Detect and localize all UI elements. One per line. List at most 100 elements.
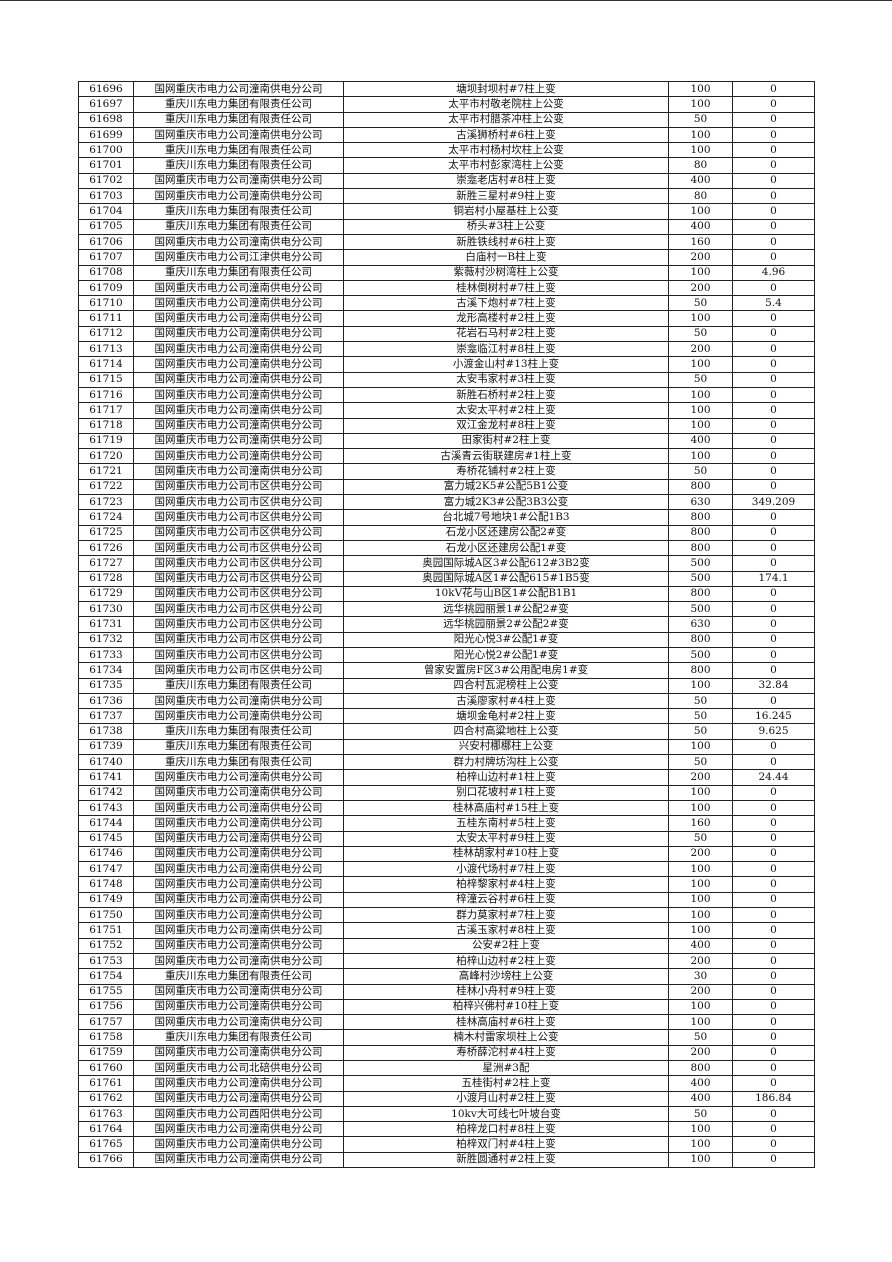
capacity-cell: 200 [668,1044,733,1062]
capacity-cell: 100 [668,142,733,159]
capacity-cell: 100 [668,784,733,801]
value-cell: 16.245 [732,708,815,725]
row-id-cell: 61720 [78,448,134,465]
table-row: 61729 国网重庆市电力公司市区供电分公司 10kV花与山B区1#公配B1B1 80… [78,585,815,603]
transformer-name-cell: 龙形高楼村#2柱上变 [343,310,669,327]
table-row: 61731 国网重庆市电力公司市区供电分公司 远华桃园丽景2#公配2#变 630 0 [78,616,815,633]
transformer-name-cell: 塘坝金龟村#2柱上变 [343,708,669,725]
company-cell: 重庆川东电力集团有限责任公司 [133,738,344,756]
transformer-name-cell: 双江金龙村#8柱上变 [343,417,669,434]
value-cell: 0 [732,341,815,358]
capacity-cell: 100 [668,386,733,404]
company-cell: 国网重庆市电力公司潼南供电分公司 [133,371,344,388]
table-row: 61712 国网重庆市电力公司潼南供电分公司 花岩石马村#2柱上变 50 0 [78,325,815,343]
table-row: 61755 国网重庆市电力公司潼南供电分公司 桂林小舟村#9柱上变 200 0 [78,983,815,1000]
row-id-cell: 61725 [78,524,134,541]
capacity-cell: 80 [668,188,733,205]
row-id-cell: 61746 [78,845,134,863]
value-cell: 0 [732,172,815,190]
row-id-cell: 61766 [78,1151,134,1169]
transformer-name-cell: 桂林高庙村#15柱上变 [343,799,669,817]
value-cell: 0 [732,325,815,343]
table-row: 61720 国网重庆市电力公司潼南供电分公司 古溪青云街联建房#1柱上变 100 0 [78,448,815,465]
value-cell: 0 [732,524,815,541]
table-row: 61733 国网重庆市电力公司市区供电分公司 阳光心悦2#公配1#变 500 0 [78,646,815,664]
transformer-name-cell: 铜岩村小屋基柱上公变 [343,203,669,220]
company-cell: 国网重庆市电力公司潼南供电分公司 [133,448,344,465]
value-cell: 0 [732,1075,815,1092]
company-cell: 重庆川东电力集团有限责任公司 [133,968,344,985]
row-id-cell: 61751 [78,922,134,939]
table-row: 61753 国网重庆市电力公司潼南供电分公司 柏梓山边村#2柱上变 200 0 [78,952,815,970]
company-cell: 重庆川东电力集团有限责任公司 [133,754,344,771]
value-cell: 0 [732,310,815,327]
value-cell: 0 [732,386,815,404]
transformer-name-cell: 小渡代场村#7柱上变 [343,861,669,878]
value-cell: 0 [732,203,815,220]
capacity-cell: 800 [668,524,733,541]
capacity-cell: 200 [668,845,733,863]
row-id-cell: 61736 [78,692,134,710]
value-cell: 0 [732,1121,815,1138]
company-cell: 国网重庆市电力公司潼南供电分公司 [133,1136,344,1153]
company-cell: 国网重庆市电力公司潼南供电分公司 [133,907,344,924]
company-cell: 国网重庆市电力公司市区供电分公司 [133,555,344,572]
row-id-cell: 61696 [78,80,134,98]
table-row: 61725 国网重庆市电力公司市区供电分公司 石龙小区还建房公配2#变 800 0 [78,524,815,541]
row-id-cell: 61712 [78,325,134,343]
transformer-name-cell: 白庙村一B柱上变 [343,249,669,266]
company-cell: 国网重庆市电力公司潼南供电分公司 [133,845,344,863]
capacity-cell: 160 [668,233,733,251]
row-id-cell: 61752 [78,937,134,954]
transformer-name-cell: 崇龛临江村#8柱上变 [343,341,669,358]
table-row: 61738 重庆川东电力集团有限责任公司 四合村高粱地柱上公变 50 9.625 [78,723,815,740]
transformer-name-cell: 台北城7号地块1#公配1B3 [343,509,669,526]
value-cell: 186.84 [732,1090,815,1107]
capacity-cell: 50 [668,325,733,343]
transformer-name-cell: 奥园国际城A区3#公配612#3B2变 [343,555,669,572]
table-row: 61751 国网重庆市电力公司潼南供电分公司 古溪玉家村#8柱上变 100 0 [78,922,815,939]
capacity-cell: 200 [668,341,733,358]
value-cell: 0 [732,463,815,480]
company-cell: 重庆川东电力集团有限责任公司 [133,142,344,159]
transformer-name-cell: 远华桃园丽景1#公配2#变 [343,601,669,618]
table-row: 61726 国网重庆市电力公司市区供电分公司 石龙小区还建房公配1#变 800 0 [78,539,815,557]
table-row: 61708 重庆川东电力集团有限责任公司 紫薇村沙树湾柱上公变 100 4.96 [78,264,815,281]
row-id-cell: 61764 [78,1121,134,1138]
row-id-cell: 61700 [78,142,134,159]
table-row: 61746 国网重庆市电力公司潼南供电分公司 桂林胡家村#10柱上变 200 0 [78,845,815,863]
transformer-name-cell: 五桂东南村#5柱上变 [343,815,669,832]
capacity-cell: 100 [668,310,733,327]
table-row: 61700 重庆川东电力集团有限责任公司 太平市村杨村坎柱上公变 100 0 [78,142,815,159]
capacity-cell: 50 [668,723,733,740]
capacity-cell: 400 [668,1075,733,1092]
company-cell: 国网重庆市电力公司潼南供电分公司 [133,998,344,1016]
capacity-cell: 800 [668,1059,733,1077]
value-cell: 0 [732,249,815,266]
transformer-name-cell: 古溪廖家村#4柱上变 [343,692,669,710]
transformer-name-cell: 新胜三星村#9柱上变 [343,188,669,205]
capacity-cell: 630 [668,494,733,511]
capacity-cell: 100 [668,1151,733,1169]
transformer-name-cell: 群力村牌坊沟柱上公变 [343,754,669,771]
value-cell: 0 [732,1029,815,1046]
company-cell: 国网重庆市电力公司潼南供电分公司 [133,799,344,817]
table-row: 61722 国网重庆市电力公司市区供电分公司 富力城2K5#公配5B1公变 800 0 [78,478,815,496]
table-row: 61697 重庆川东电力集团有限责任公司 太平市村敬老院柱上公变 100 0 [78,96,815,113]
company-cell: 重庆川东电力集团有限责任公司 [133,1029,344,1046]
table-row: 61696 国网重庆市电力公司潼南供电分公司 塘坝封坝村#7柱上变 100 0 [78,80,815,98]
transformer-name-cell: 高峰村沙塝柱上公变 [343,968,669,985]
row-id-cell: 61739 [78,738,134,756]
company-cell: 国网重庆市电力公司潼南供电分公司 [133,769,344,786]
company-cell: 重庆川东电力集团有限责任公司 [133,677,344,694]
transformer-name-cell: 桂林小舟村#9柱上变 [343,983,669,1000]
capacity-cell: 100 [668,922,733,939]
row-id-cell: 61723 [78,494,134,511]
company-cell: 国网重庆市电力公司潼南供电分公司 [133,172,344,190]
table-row: 61765 国网重庆市电力公司潼南供电分公司 柏梓双门村#4柱上变 100 0 [78,1136,815,1153]
company-cell: 国网重庆市电力公司潼南供电分公司 [133,1044,344,1062]
table-row: 61717 国网重庆市电力公司潼南供电分公司 太安太平村#2柱上变 100 0 [78,402,815,419]
company-cell: 国网重庆市电力公司酉阳供电分公司 [133,1105,344,1123]
transformer-name-cell: 太安太平村#2柱上变 [343,402,669,419]
company-cell: 国网重庆市电力公司潼南供电分公司 [133,279,344,297]
